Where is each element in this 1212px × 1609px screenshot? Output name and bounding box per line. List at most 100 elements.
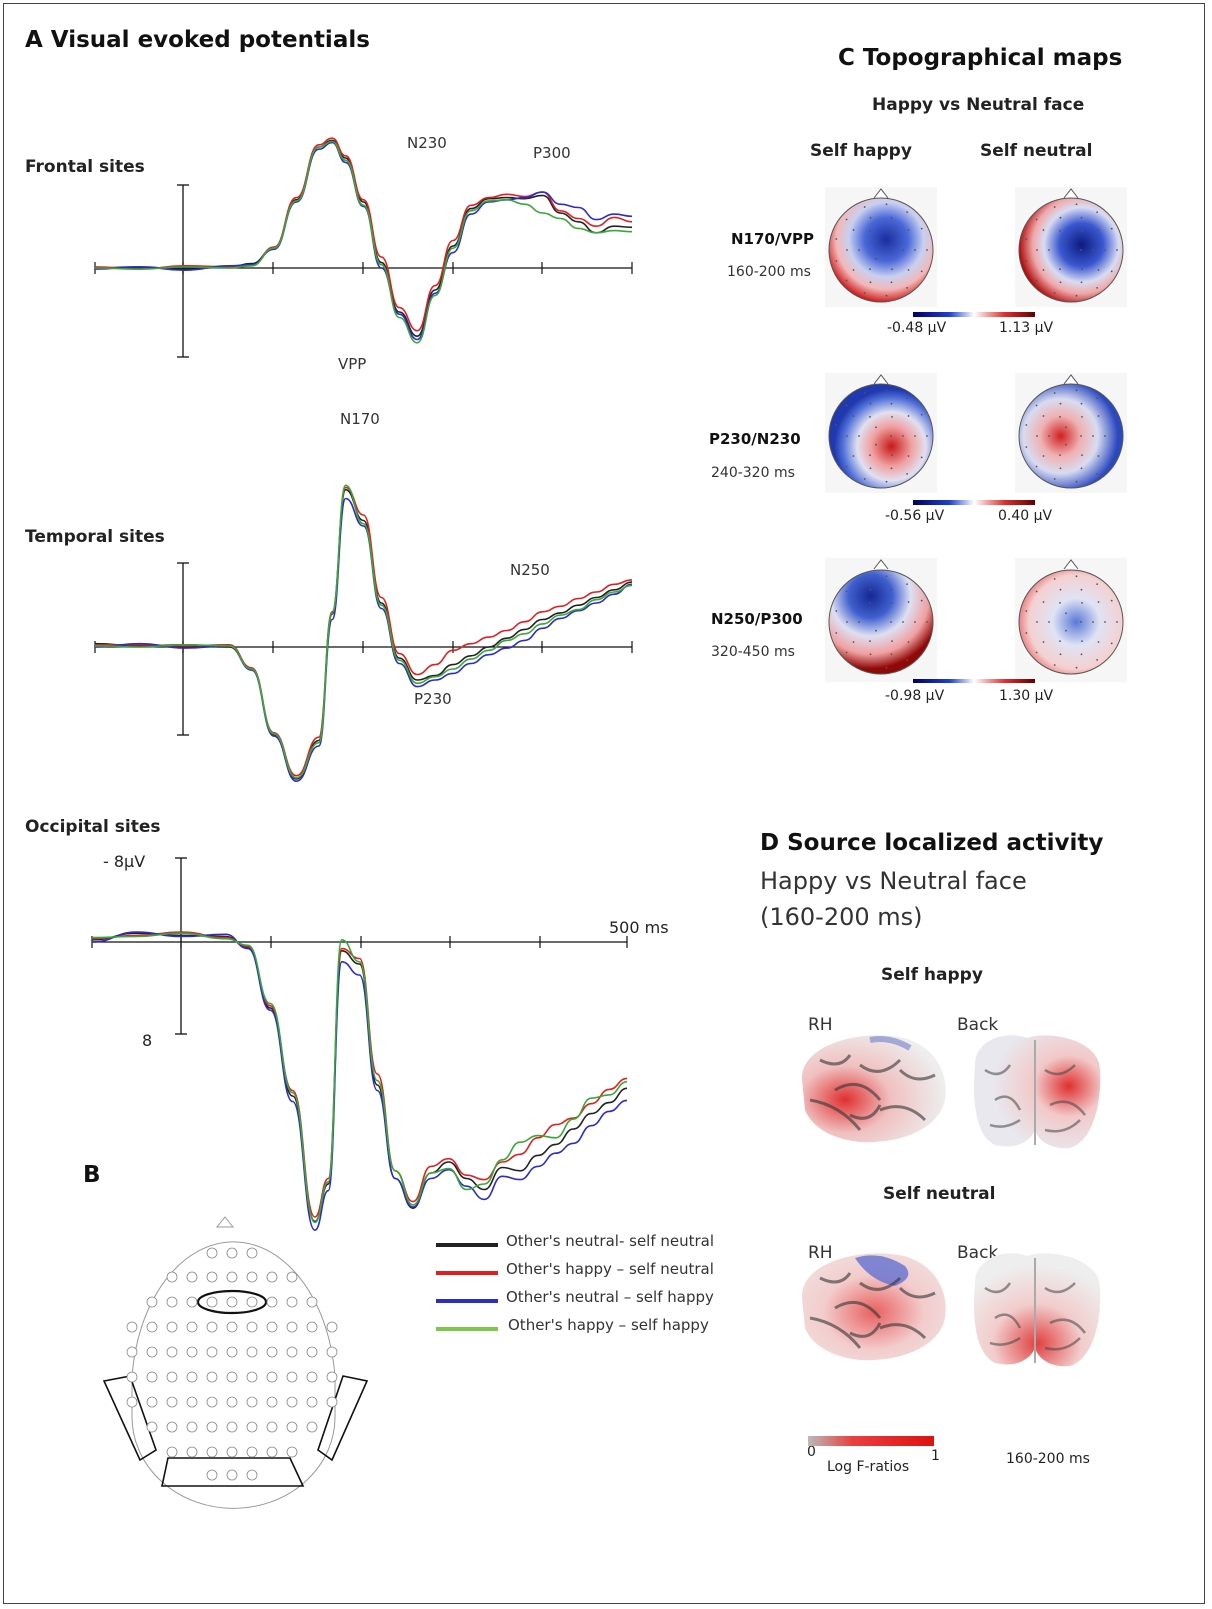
topomap-self-neutral-n250 [1015,558,1127,682]
montage-electrode [246,1396,258,1408]
electrode-dot [906,211,908,213]
electrode-dot [1035,465,1038,468]
montage-electrode [206,1271,218,1283]
electrode-dot [890,281,893,284]
electrode-dot [1059,402,1062,405]
montage-electrode [166,1271,178,1283]
montage-electrode [226,1469,238,1481]
electrode-dot [890,402,893,405]
electrode-dot [845,404,848,407]
electrode-dot [1036,249,1038,251]
electrode-dot [1080,216,1083,219]
montage-electrode [326,1321,338,1333]
erp-series-0-2 [94,141,633,341]
topomap-self-neutral-p230 [1015,373,1127,493]
electrode-dot [891,454,893,456]
electrode-dot [863,578,866,580]
montage-electrode [266,1271,278,1283]
electrode-dot [907,455,910,457]
erp-series-2-2 [91,931,628,1232]
montage-electrode [166,1346,178,1358]
montage-electrode [326,1396,338,1408]
electrode-dot [869,268,871,270]
erp-series-1-3 [94,484,633,779]
legend-item-3: Other's neutral – self happy [506,1288,714,1306]
montage-electrode [206,1321,218,1333]
montage-electrode [166,1396,178,1408]
montage-electrode [286,1371,298,1383]
legend-item-1: Other's neutral- self neutral [506,1232,715,1250]
montage-electrode [266,1446,278,1458]
electrode-dot [1080,467,1083,470]
erp-chart-0 [94,137,633,358]
montage-electrode [226,1247,238,1259]
electrode-dot [920,270,923,273]
montage-electrode [246,1371,258,1383]
montage-electrode [246,1296,258,1308]
electrode-dot [1080,402,1083,405]
montage-electrode [166,1296,178,1308]
brain-self-neutral-rh [801,1253,946,1361]
electrode-dot [906,659,908,661]
electrode-dot [1048,435,1050,437]
peak-label-p230: P230 [414,690,452,708]
electrode-dot [1081,268,1083,270]
electrode-dot [1025,424,1028,426]
montage-electrode [226,1371,238,1383]
montage-electrode [146,1421,158,1433]
legend-item-2: Other's happy – self neutral [506,1260,714,1278]
electrode-dot [846,435,848,437]
electrode-dot [1042,641,1045,643]
panel-a-title: A Visual evoked potentials [25,27,370,53]
panel-d-line2: Happy vs Neutral face [760,867,1027,895]
electrode-dot [858,435,860,437]
source-self-neutral-label: Self neutral [883,1184,996,1204]
electrode-dot [1042,601,1045,603]
montage-electrode [306,1421,318,1433]
map-row1-label: N170/VPP [731,230,814,248]
map-row3-time: 320-450 ms [711,644,795,660]
electrode-dot [1059,281,1062,284]
montage-electrode [186,1396,198,1408]
electrode-dot [1110,227,1113,230]
montage-electrode [126,1346,138,1358]
electrode-dot [1092,249,1094,251]
electrode-dot [1081,602,1083,604]
electrode-dot [852,601,855,603]
electrode-dot [869,230,871,232]
electrode-dot [914,249,916,251]
montage-electrode [126,1321,138,1333]
montage-electrode [226,1321,238,1333]
montage-electrode [206,1469,218,1481]
montage-electrode [206,1371,218,1383]
electrode-dot [920,642,923,645]
temporal-label: Temporal sites [25,527,165,547]
electrode-dot [835,446,838,448]
montage-electrode [146,1371,158,1383]
electrode-dot [875,257,877,260]
electrode-dot [869,416,871,418]
electrode-dot [1075,575,1078,578]
electrode-dot [869,454,871,456]
logf-scale-max: 1 [931,1448,940,1464]
topomap-self-happy-n170 [825,187,937,307]
electrode-dot [1042,229,1045,231]
montage-electrode [146,1346,158,1358]
montage-electrode [186,1321,198,1333]
montage-electrode [286,1296,298,1308]
electrode-dot [863,292,866,294]
electrode-dot [1048,249,1050,251]
montage-electrode [246,1321,258,1333]
montage-electrode [266,1421,278,1433]
erp-series-0-3 [94,140,633,344]
electrode-dot [869,640,871,642]
montage-electrode [146,1396,158,1408]
colorbar-row1 [913,312,1035,317]
electrode-dot [902,435,904,437]
electrode-dot [1116,249,1118,251]
electrode-dot [1035,218,1038,221]
electrode-dot [1065,240,1067,243]
electrode-dot [1096,397,1098,399]
montage-electrode [186,1296,198,1308]
montage-electrode [206,1446,218,1458]
